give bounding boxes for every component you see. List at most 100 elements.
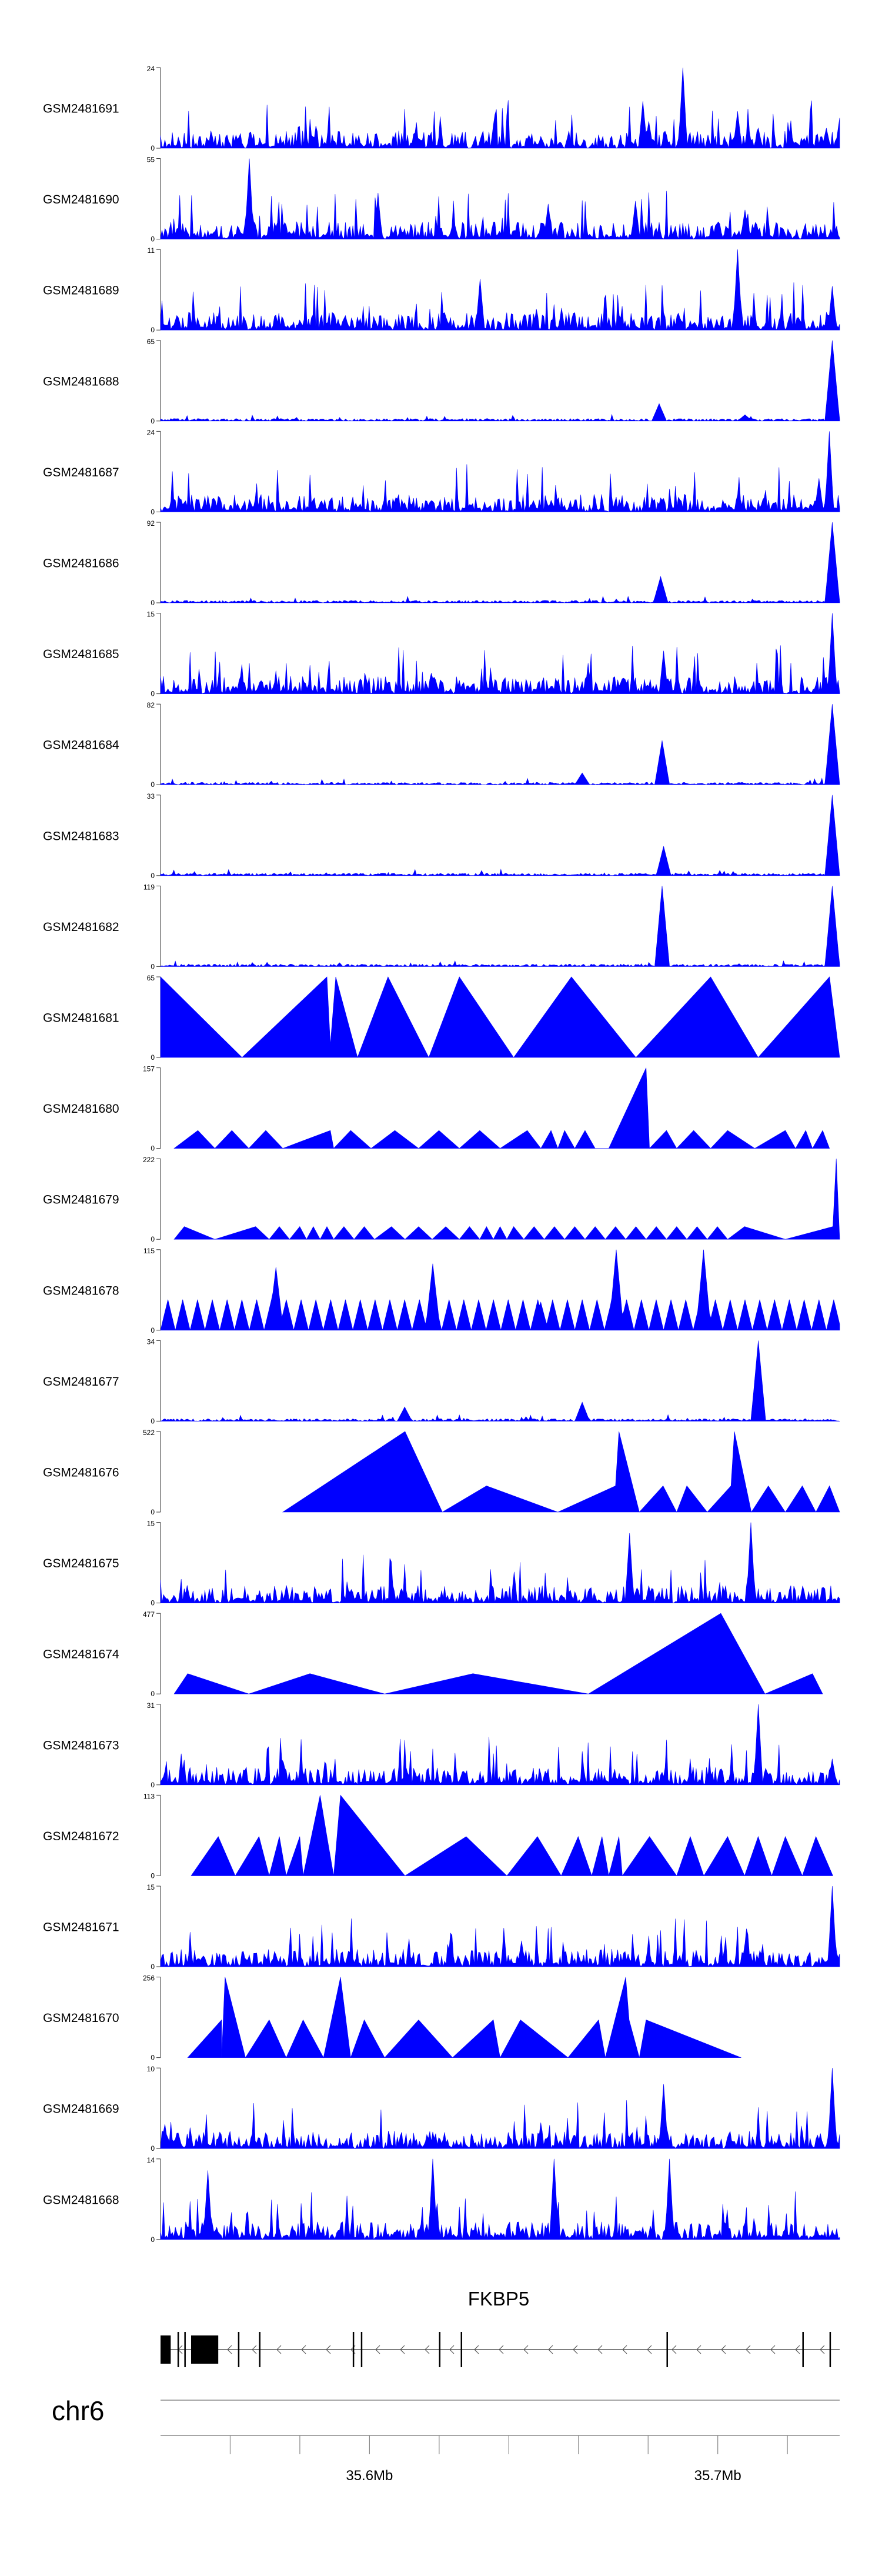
track-label: GSM2481683 xyxy=(43,829,119,843)
track-label: GSM2481668 xyxy=(43,2193,119,2207)
track-label: GSM2481689 xyxy=(43,284,119,298)
signal-area xyxy=(160,2158,840,2240)
track-GSM2481685: GSM2481685 15 0 xyxy=(43,610,840,698)
track-label: GSM2481682 xyxy=(43,920,119,934)
exon xyxy=(191,2335,219,2364)
y-tick-label-max: 522 xyxy=(143,1429,155,1437)
track-label: GSM2481674 xyxy=(43,1648,119,1661)
signal-area xyxy=(160,1522,840,1604)
y-tick-label-max: 15 xyxy=(147,610,155,619)
exon xyxy=(184,2332,186,2367)
strand-arrow xyxy=(696,2345,701,2354)
y-tick-label-min: 0 xyxy=(151,508,155,516)
track-label: GSM2481680 xyxy=(43,1102,119,1116)
exon xyxy=(177,2332,179,2367)
y-tick-label-min: 0 xyxy=(151,1235,155,1243)
signal-area xyxy=(173,1159,840,1240)
strand-arrow xyxy=(326,2345,331,2354)
strand-arrow xyxy=(721,2345,726,2354)
track-label: GSM2481678 xyxy=(43,1284,119,1297)
signal-area xyxy=(160,1249,840,1331)
strand-arrow xyxy=(647,2345,652,2354)
signal-area xyxy=(160,2068,840,2150)
strand-arrow xyxy=(548,2345,553,2354)
y-tick-label-max: 33 xyxy=(147,792,155,800)
y-tick-label-max: 11 xyxy=(148,246,155,255)
y-tick-label-min: 0 xyxy=(151,2144,155,2153)
y-tick-label-max: 10 xyxy=(147,2065,155,2073)
track-GSM2481686: GSM2481686 92 0 xyxy=(43,519,840,607)
strand-arrow xyxy=(400,2345,405,2354)
y-tick-label-min: 0 xyxy=(151,962,155,970)
track-GSM2481688: GSM2481688 65 0 xyxy=(43,338,840,425)
signal-tracks: GSM2481691240GSM2481690550GSM2481689110G… xyxy=(43,65,840,2244)
track-label: GSM2481687 xyxy=(43,466,119,479)
y-tick-label-min: 0 xyxy=(151,599,155,607)
y-tick-label-min: 0 xyxy=(151,1871,155,1880)
track-GSM2481682: GSM2481682 119 0 xyxy=(43,883,840,970)
y-tick-label-max: 34 xyxy=(147,1337,155,1346)
track-label: GSM2481671 xyxy=(43,1921,119,1934)
signal-area xyxy=(160,1340,840,1422)
signal-area xyxy=(160,886,840,967)
y-tick-label-min: 0 xyxy=(151,2054,155,2062)
strand-arrow xyxy=(449,2345,455,2354)
strand-arrow xyxy=(425,2345,430,2354)
track-label: GSM2481673 xyxy=(43,1739,119,1752)
genome-axis-tick-label: 35.7Mb xyxy=(694,2468,741,2484)
strand-arrow xyxy=(622,2345,627,2354)
signal-area xyxy=(173,1067,830,1149)
exon xyxy=(259,2332,260,2367)
genome-axis: 35.6Mb 35.7Mb xyxy=(161,2435,840,2484)
gene-name: FKBP5 xyxy=(468,2288,530,2310)
signal-area xyxy=(191,1794,833,1877)
track-GSM2481668: GSM2481668 14 0 xyxy=(43,2156,840,2244)
track-GSM2481669: GSM2481669 10 0 xyxy=(43,2065,840,2153)
track-label: GSM2481677 xyxy=(43,1375,119,1389)
strand-arrow xyxy=(276,2345,282,2354)
strand-arrow xyxy=(227,2345,232,2354)
strand-arrow xyxy=(252,2345,257,2354)
strand-arrow xyxy=(573,2345,578,2354)
exon xyxy=(802,2332,804,2367)
y-tick-label-min: 0 xyxy=(151,2235,155,2244)
signal-area xyxy=(160,522,840,603)
track-GSM2481691: GSM2481691 24 0 xyxy=(43,65,840,152)
y-tick-label-max: 119 xyxy=(143,883,155,891)
track-label: GSM2481691 xyxy=(43,102,119,116)
strand-arrow xyxy=(671,2345,677,2354)
signal-area xyxy=(160,704,840,785)
y-tick-label-min: 0 xyxy=(151,1599,155,1607)
y-tick-label-max: 24 xyxy=(147,65,155,73)
strand-arrow xyxy=(523,2345,529,2354)
strand-arrow xyxy=(746,2345,751,2354)
track-GSM2481671: GSM2481671 15 0 xyxy=(43,1883,840,1971)
strand-arrow xyxy=(820,2345,825,2354)
ideogram-track: chr6 xyxy=(52,2395,840,2426)
signal-area xyxy=(160,431,840,513)
y-tick-label-min: 0 xyxy=(151,1144,155,1153)
track-label: GSM2481670 xyxy=(43,2011,119,2025)
exon xyxy=(352,2332,355,2367)
track-GSM2481674: GSM2481674 477 0 xyxy=(43,1610,823,1698)
track-GSM2481689: GSM2481689 11 0 xyxy=(43,246,840,334)
signal-area xyxy=(160,1704,840,1786)
y-tick-label-min: 0 xyxy=(151,1053,155,1062)
y-tick-label-min: 0 xyxy=(151,1326,155,1334)
y-tick-label-min: 0 xyxy=(151,1690,155,1698)
y-tick-label-min: 0 xyxy=(151,1963,155,1971)
track-label: GSM2481690 xyxy=(43,193,119,206)
gene-track: FKBP5 xyxy=(161,2288,840,2367)
y-tick-label-max: 15 xyxy=(147,1883,155,1891)
track-GSM2481684: GSM2481684 82 0 xyxy=(43,701,840,789)
y-tick-label-max: 157 xyxy=(143,1065,155,1073)
track-GSM2481681: GSM2481681 65 0 xyxy=(43,974,840,1062)
signal-area xyxy=(160,613,840,695)
exon xyxy=(460,2332,463,2367)
y-tick-label-min: 0 xyxy=(151,1508,155,1516)
track-GSM2481676: GSM2481676 522 0 xyxy=(43,1429,840,1516)
y-tick-label-max: 82 xyxy=(147,701,155,709)
signal-area xyxy=(160,249,840,331)
y-tick-label-min: 0 xyxy=(151,326,155,334)
